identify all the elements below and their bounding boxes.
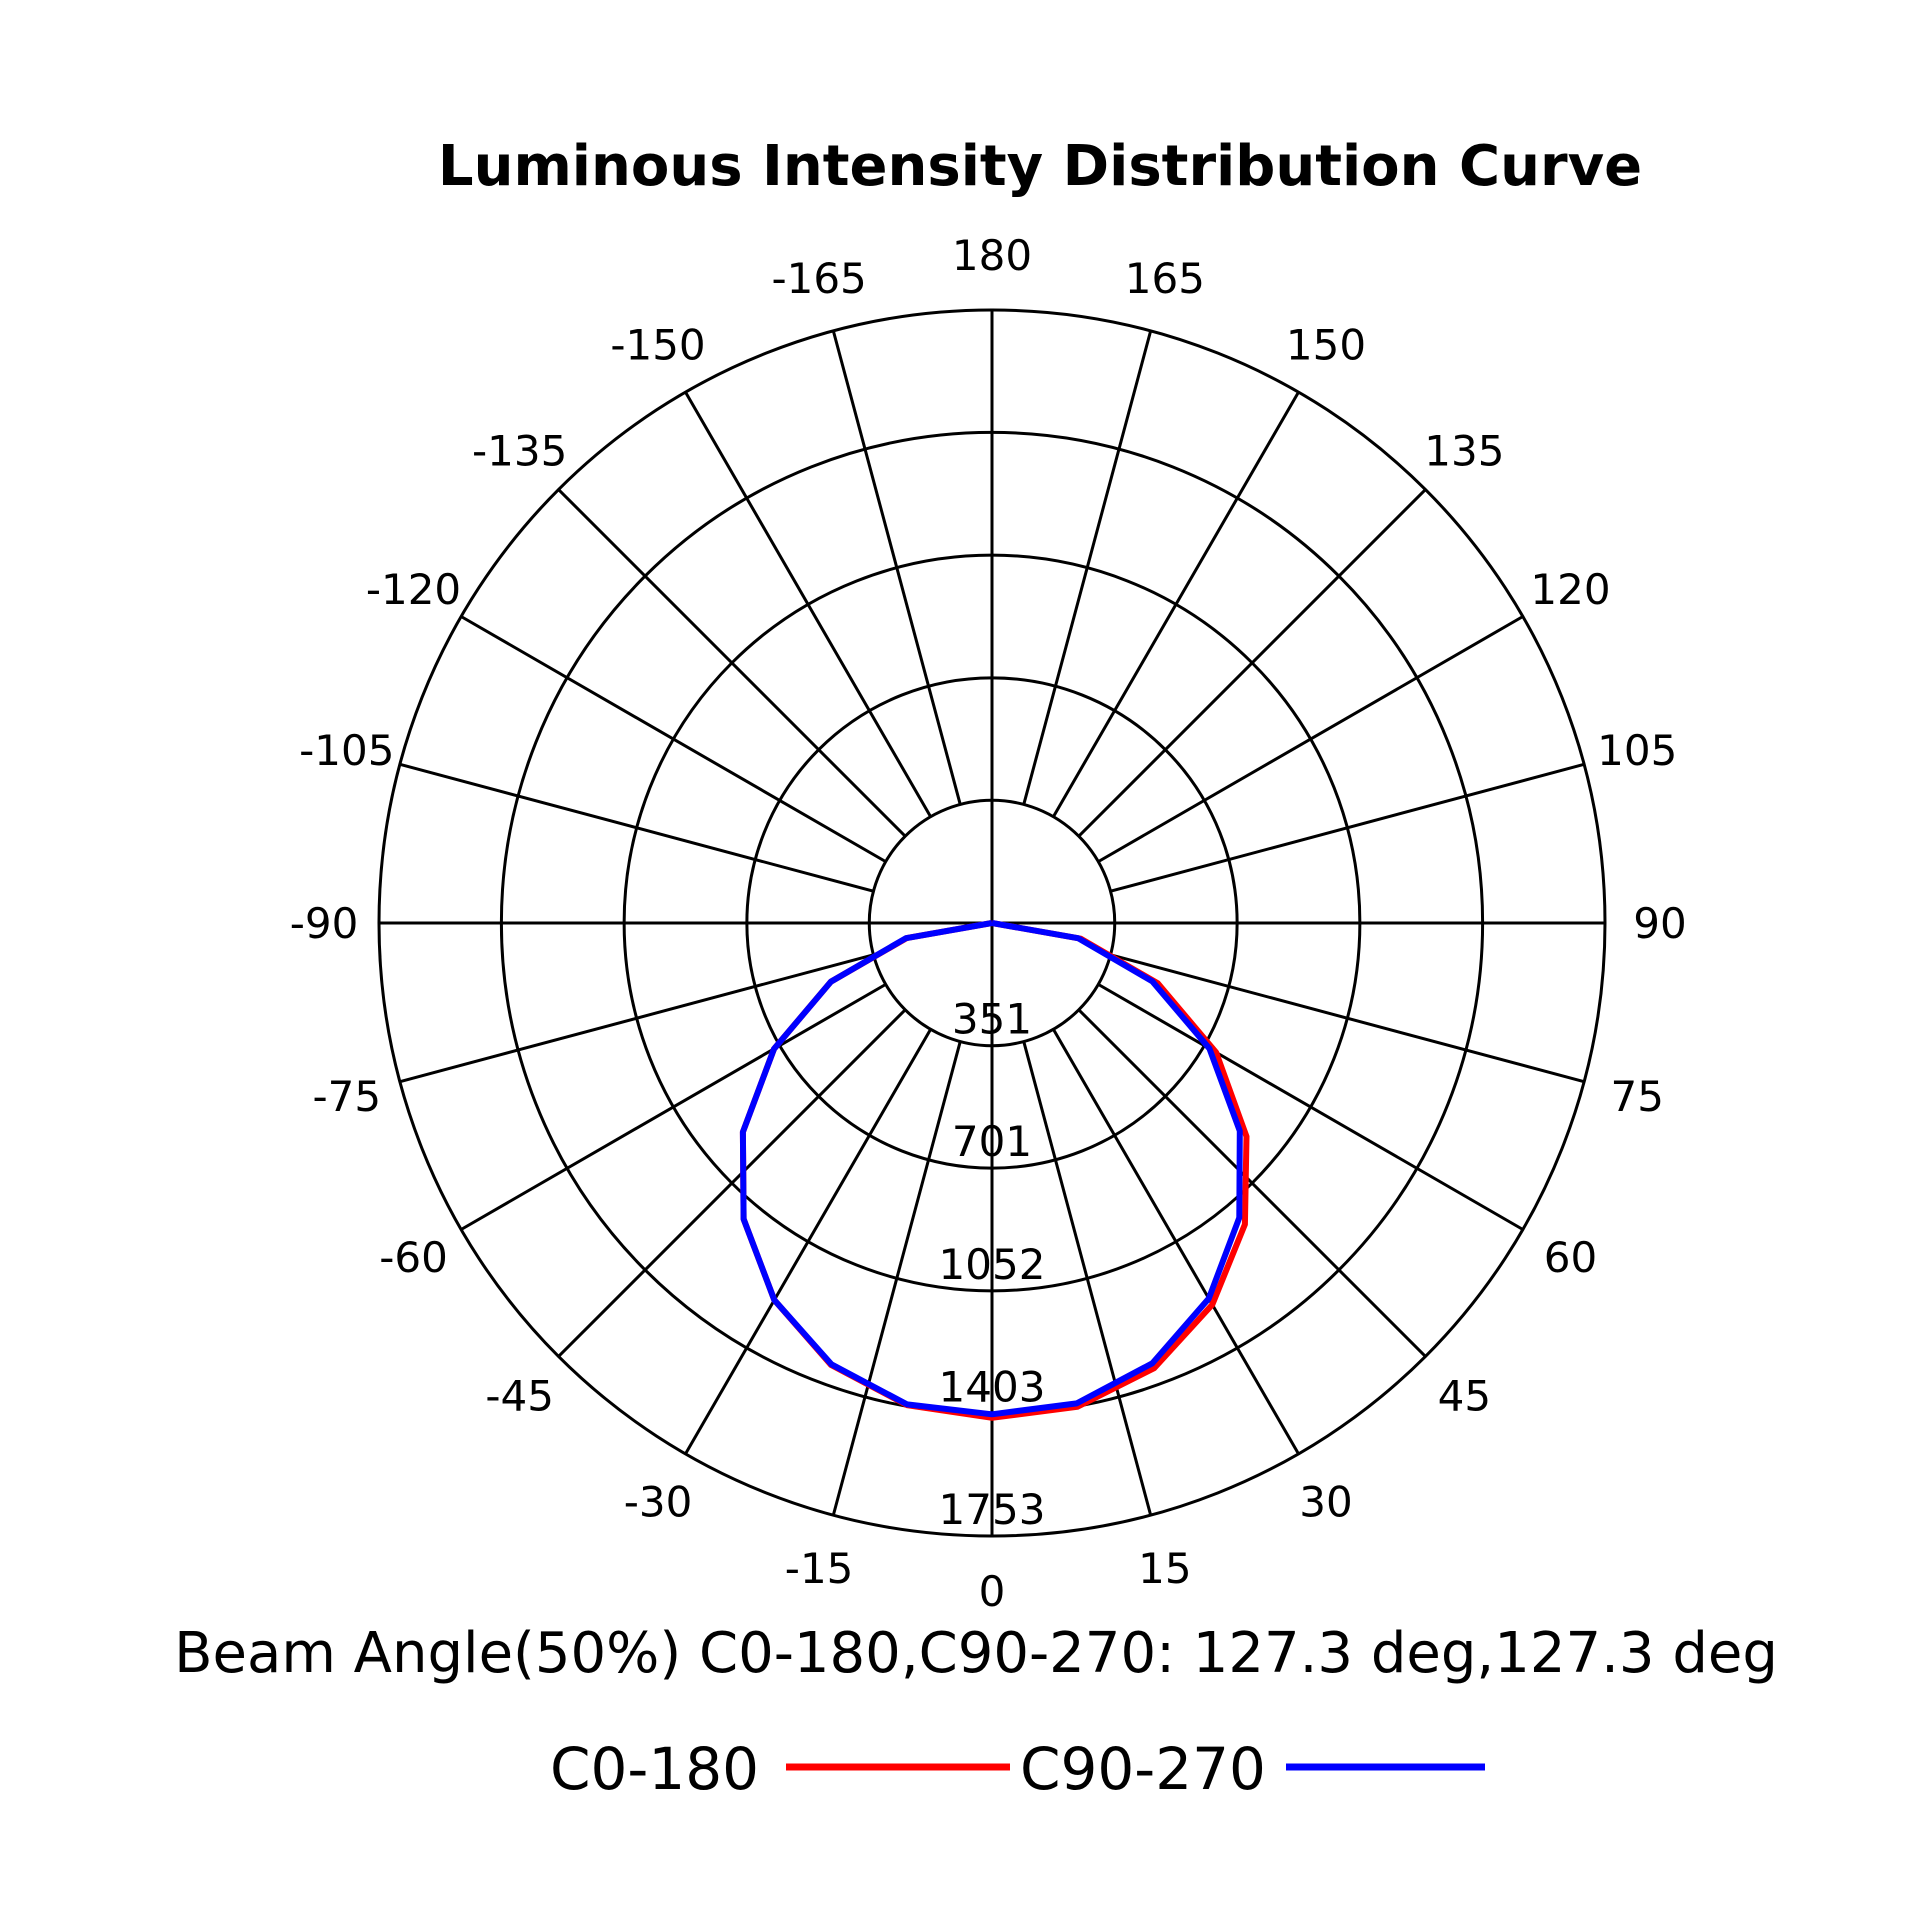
radial-label: 1753 [939, 1485, 1046, 1534]
angle-label: 105 [1597, 726, 1677, 775]
angle-label: -150 [610, 320, 705, 369]
grid-spoke-15 [1022, 1041, 1153, 1516]
angle-label: -165 [771, 254, 866, 303]
legend-label-c0-180: C0-180 [550, 1735, 759, 1803]
grid-spoke--165 [831, 330, 962, 805]
grid-spoke-150 [1052, 391, 1300, 818]
chart-title: Luminous Intensity Distribution Curve [438, 134, 1642, 199]
angle-label: 75 [1611, 1072, 1664, 1121]
angle-labels: 0 15 30 45 60 75 90 105 120 135 150 165 180 -165 -150 -… [290, 231, 1687, 1616]
grid-spoke--135 [557, 488, 907, 838]
angle-label: 135 [1424, 427, 1504, 476]
series-curve-c90-270 [739, 920, 1243, 1418]
angle-label: 45 [1438, 1371, 1491, 1420]
angle-label: -60 [379, 1233, 448, 1282]
radial-labels: 351 701 1052 1403 1753 [939, 995, 1046, 1534]
grid-spoke--15 [831, 1041, 962, 1516]
angle-label: 60 [1544, 1233, 1597, 1282]
angle-label: -75 [312, 1072, 381, 1121]
angle-label: -105 [299, 726, 394, 775]
angle-label: 120 [1530, 565, 1610, 614]
angle-label: 165 [1125, 254, 1205, 303]
grid-spoke-120 [1097, 615, 1524, 863]
grid-spoke--45 [557, 1008, 907, 1358]
beam-angle-caption: Beam Angle(50%) C0-180,C90-270: 127.3 de… [174, 1621, 1778, 1686]
radial-label: 1403 [939, 1363, 1046, 1412]
series-curves [739, 920, 1250, 1421]
grid-spoke--150 [684, 391, 932, 818]
radial-label: 701 [952, 1117, 1032, 1166]
grid-spoke--75 [399, 953, 874, 1084]
angle-label: -15 [785, 1544, 854, 1593]
grid-spoke--60 [460, 983, 887, 1231]
angle-label: 0 [979, 1567, 1006, 1616]
grid-spoke-135 [1077, 488, 1427, 838]
radial-label: 351 [952, 995, 1032, 1044]
grid-spoke-165 [1022, 330, 1153, 805]
grid-spoke-60 [1097, 983, 1524, 1231]
angle-label: -120 [366, 565, 461, 614]
angle-label: -135 [472, 427, 567, 476]
angle-label: 15 [1138, 1544, 1191, 1593]
radial-label: 1052 [939, 1240, 1046, 1289]
angle-label: -45 [485, 1371, 554, 1420]
legend-label-c90-270: C90-270 [1020, 1735, 1266, 1803]
grid-spoke-105 [1110, 762, 1585, 893]
angle-label: 90 [1633, 899, 1686, 948]
grid-spoke-30 [1052, 1028, 1300, 1455]
grid-spoke--30 [684, 1028, 932, 1455]
angle-label: 30 [1299, 1478, 1352, 1527]
angle-label: -30 [624, 1478, 693, 1527]
angle-label: 150 [1286, 320, 1366, 369]
grid-spoke--105 [399, 762, 874, 893]
angle-label: 180 [952, 231, 1032, 280]
angle-label: -90 [290, 899, 359, 948]
legend: C0-180 C90-270 [550, 1735, 1485, 1803]
grid-spoke-45 [1077, 1008, 1427, 1358]
grid-spoke-75 [1110, 953, 1585, 1084]
grid-spoke--120 [460, 615, 887, 863]
